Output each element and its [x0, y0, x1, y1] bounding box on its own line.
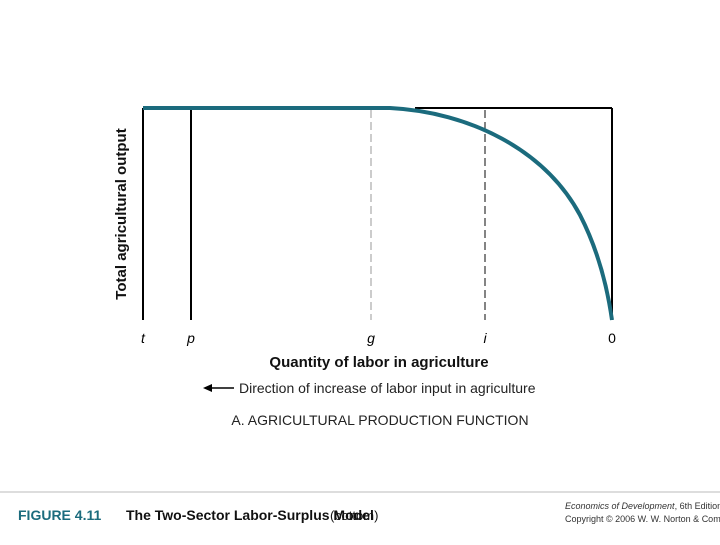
edition: , 6th Edition [675, 501, 720, 511]
figure-title: The Two-Sector Labor-Surplus Model [126, 507, 374, 523]
figure-number: FIGURE 4.11 [18, 507, 101, 523]
marker: p [186, 330, 195, 346]
marker: g [367, 330, 375, 346]
marker: t [141, 330, 146, 346]
production-curve [143, 106, 614, 321]
figure-part: (bottom) [330, 508, 378, 523]
book-title: Economics of Development [565, 501, 675, 511]
marker: 0 [608, 330, 616, 346]
direction-arrowhead [203, 384, 212, 392]
marker: i [483, 330, 487, 346]
panel-title: A. AGRICULTURAL PRODUCTION FUNCTION [231, 412, 528, 428]
y-axis-label: Total agricultural output [113, 128, 130, 299]
copyright: Copyright © 2006 W. W. Norton & Company [565, 514, 720, 524]
book-line: Economics of Development, 6th Edition [565, 501, 720, 511]
x-axis-label: Quantity of labor in agriculture [269, 354, 488, 371]
direction-note: Direction of increase of labor input in … [239, 380, 536, 396]
